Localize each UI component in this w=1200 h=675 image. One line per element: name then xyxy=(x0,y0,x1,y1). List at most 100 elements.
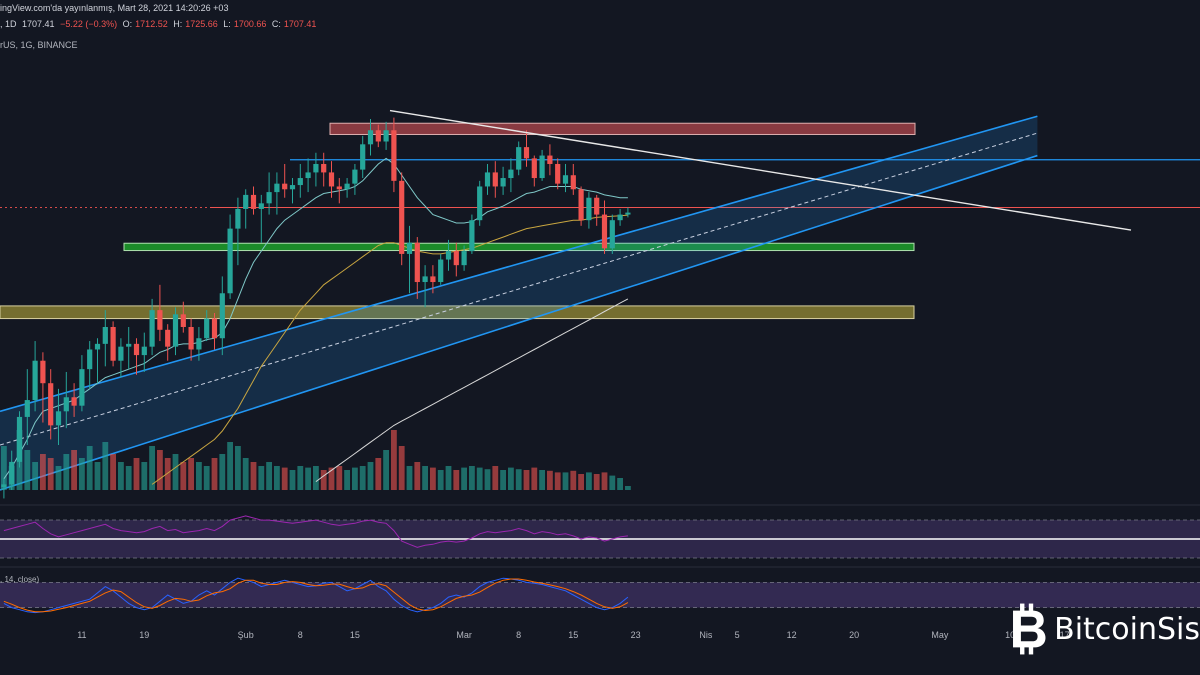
candle-body xyxy=(133,343,140,356)
volume-bar xyxy=(235,446,241,490)
volume-bar xyxy=(562,472,569,490)
time-tick-label: 8 xyxy=(297,630,303,640)
candle-body xyxy=(180,314,186,327)
volume-bar xyxy=(625,486,631,490)
time-tick-label: 10 xyxy=(1005,630,1016,640)
time-axis: 11 19 Şub 8 15 Mar 8 15 23 Nis 5 12 20 May 10 17 xyxy=(0,626,1200,646)
volume-bar xyxy=(86,446,93,490)
candle-body xyxy=(235,208,241,229)
volume-bar xyxy=(484,469,491,490)
volume-bar xyxy=(593,474,600,490)
candle-body xyxy=(141,346,147,356)
candle-body xyxy=(48,383,54,426)
ema-fast-line xyxy=(3,157,628,480)
volume-bar xyxy=(242,458,249,490)
volume-bar xyxy=(118,462,124,490)
open-value: 1712.52 xyxy=(135,19,168,29)
ema-mid-line xyxy=(151,214,628,485)
volume-bar xyxy=(125,466,132,490)
volume-bar xyxy=(281,467,288,490)
candle-body xyxy=(172,314,179,347)
candle-body xyxy=(297,178,303,186)
candle-body xyxy=(9,461,15,485)
candle-body xyxy=(570,175,576,190)
candle-body xyxy=(243,194,249,209)
last-close: 1707.41 xyxy=(22,19,55,29)
candle-body xyxy=(555,163,561,184)
candle-body xyxy=(406,242,413,254)
volume-bar xyxy=(570,470,577,490)
volume-bar xyxy=(266,462,272,490)
time-tick-label: 11 xyxy=(77,630,87,640)
candle-body xyxy=(250,194,257,209)
candle-body xyxy=(211,318,218,339)
volume-bar xyxy=(398,446,405,490)
candle-body xyxy=(313,163,319,173)
interval-label: , 1D xyxy=(0,19,17,29)
volume-bar xyxy=(180,462,187,490)
volume-bar xyxy=(492,466,499,490)
volume-bar xyxy=(391,430,397,490)
ascending-channel-fill xyxy=(0,116,1038,490)
candle-body xyxy=(149,310,155,347)
volume-bar xyxy=(305,467,311,490)
candle-body xyxy=(367,130,374,145)
rsi-line xyxy=(3,515,628,548)
volume-bar xyxy=(617,478,623,490)
volume-bar xyxy=(344,470,350,490)
volume-bar xyxy=(469,466,475,490)
candle-body xyxy=(282,183,288,190)
volume-bar xyxy=(203,466,210,490)
volume-bar xyxy=(219,454,226,490)
price-change: −5.22 (−0.3%) xyxy=(60,19,118,29)
candle-body xyxy=(110,326,116,361)
volume-bar xyxy=(437,470,444,490)
volume-bar xyxy=(32,462,38,490)
volume-bar xyxy=(328,467,335,490)
candle-body xyxy=(71,397,77,406)
candle-body xyxy=(196,338,202,350)
brand-name: BitcoinSis xyxy=(1054,611,1200,647)
volume-bar xyxy=(188,458,194,490)
low-value: 1700.66 xyxy=(233,19,267,29)
candle-body xyxy=(469,220,475,252)
volume-bar xyxy=(227,442,233,490)
time-tick-label: May xyxy=(931,630,949,640)
volume-bar xyxy=(523,470,530,490)
candle-body xyxy=(445,251,452,260)
candle-body xyxy=(157,310,163,330)
volume-bar xyxy=(79,458,85,490)
volume-bar xyxy=(359,466,366,490)
candle-body xyxy=(16,416,23,462)
volume-bar xyxy=(578,474,584,490)
volume-bar xyxy=(94,462,101,490)
volume-bar xyxy=(320,470,327,490)
volume-bar xyxy=(258,466,265,490)
candle-body xyxy=(508,169,514,179)
volume-bar xyxy=(422,466,428,490)
low-label: L: xyxy=(223,19,231,29)
volume-bar xyxy=(539,470,545,490)
candle-body xyxy=(118,346,124,361)
time-tick-label: 5 xyxy=(734,630,740,640)
candle-body xyxy=(126,343,132,347)
candle-body xyxy=(219,293,225,339)
candle-body xyxy=(625,212,631,215)
candle-body xyxy=(531,158,537,179)
volume-bar xyxy=(601,472,608,490)
volume-bar xyxy=(336,466,343,490)
volume-bar xyxy=(274,466,280,490)
candle-body xyxy=(492,172,498,187)
ohlc-header: , 1D 1707.41 −5.22 (−0.3%) O: 1712.52 H: 1… xyxy=(0,19,319,29)
high-label: H: xyxy=(173,19,183,29)
candle-body xyxy=(539,155,545,179)
volume-bar xyxy=(149,446,155,490)
candle-body xyxy=(266,192,272,204)
candle-body xyxy=(165,329,171,347)
candle-body xyxy=(336,186,342,190)
time-tick-label: 12 xyxy=(786,630,797,640)
volume-bar xyxy=(110,454,116,490)
stoch-d-line xyxy=(3,578,629,613)
candle-body xyxy=(258,203,264,209)
